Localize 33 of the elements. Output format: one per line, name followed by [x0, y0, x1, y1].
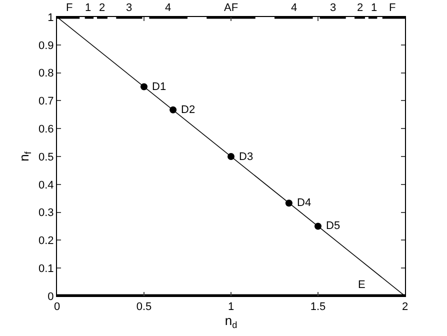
x-axis-title: n$_{d}$ [224, 313, 238, 330]
annotation: D1 [152, 81, 166, 93]
y-tick-label: 0.7 [38, 96, 54, 108]
y-tick-label: 0.8 [38, 68, 54, 80]
y-tick-label: 0.2 [38, 235, 54, 248]
y-tick-label: 0.9 [38, 40, 54, 52]
annotation: E [358, 279, 366, 291]
annotation: D2 [181, 104, 196, 116]
y-tick-label: 0 [48, 290, 54, 303]
annotation: 4 [165, 2, 172, 14]
x-tick-label: 2 [402, 301, 408, 314]
y-tick-label: 0.4 [38, 179, 54, 192]
x-tick-label: 0.5 [136, 301, 152, 314]
annotation: 2 [357, 2, 364, 14]
x-tick-label: 1.5 [310, 301, 326, 314]
annotation: 3 [330, 2, 336, 14]
annotation: 3 [126, 2, 132, 14]
annotation: AF [224, 2, 238, 14]
y-tick-label: 0.6 [38, 123, 54, 136]
y-tick-label: 0.1 [38, 262, 54, 275]
annotation: 2 [99, 2, 106, 14]
annotation: D4 [297, 197, 312, 209]
annotation: D3 [239, 151, 254, 163]
y-tick-label: 1 [48, 12, 54, 24]
annotation: F [66, 2, 73, 14]
annotation: 4 [291, 2, 298, 14]
y-tick-label: 0.3 [38, 207, 54, 220]
annotation: F [389, 2, 396, 14]
annotation: 1 [85, 2, 92, 14]
x-tick-label: 1 [228, 301, 234, 314]
annotation: 1 [371, 2, 378, 14]
y-tick-label: 0.5 [38, 151, 54, 164]
annotation: D5 [326, 220, 340, 232]
